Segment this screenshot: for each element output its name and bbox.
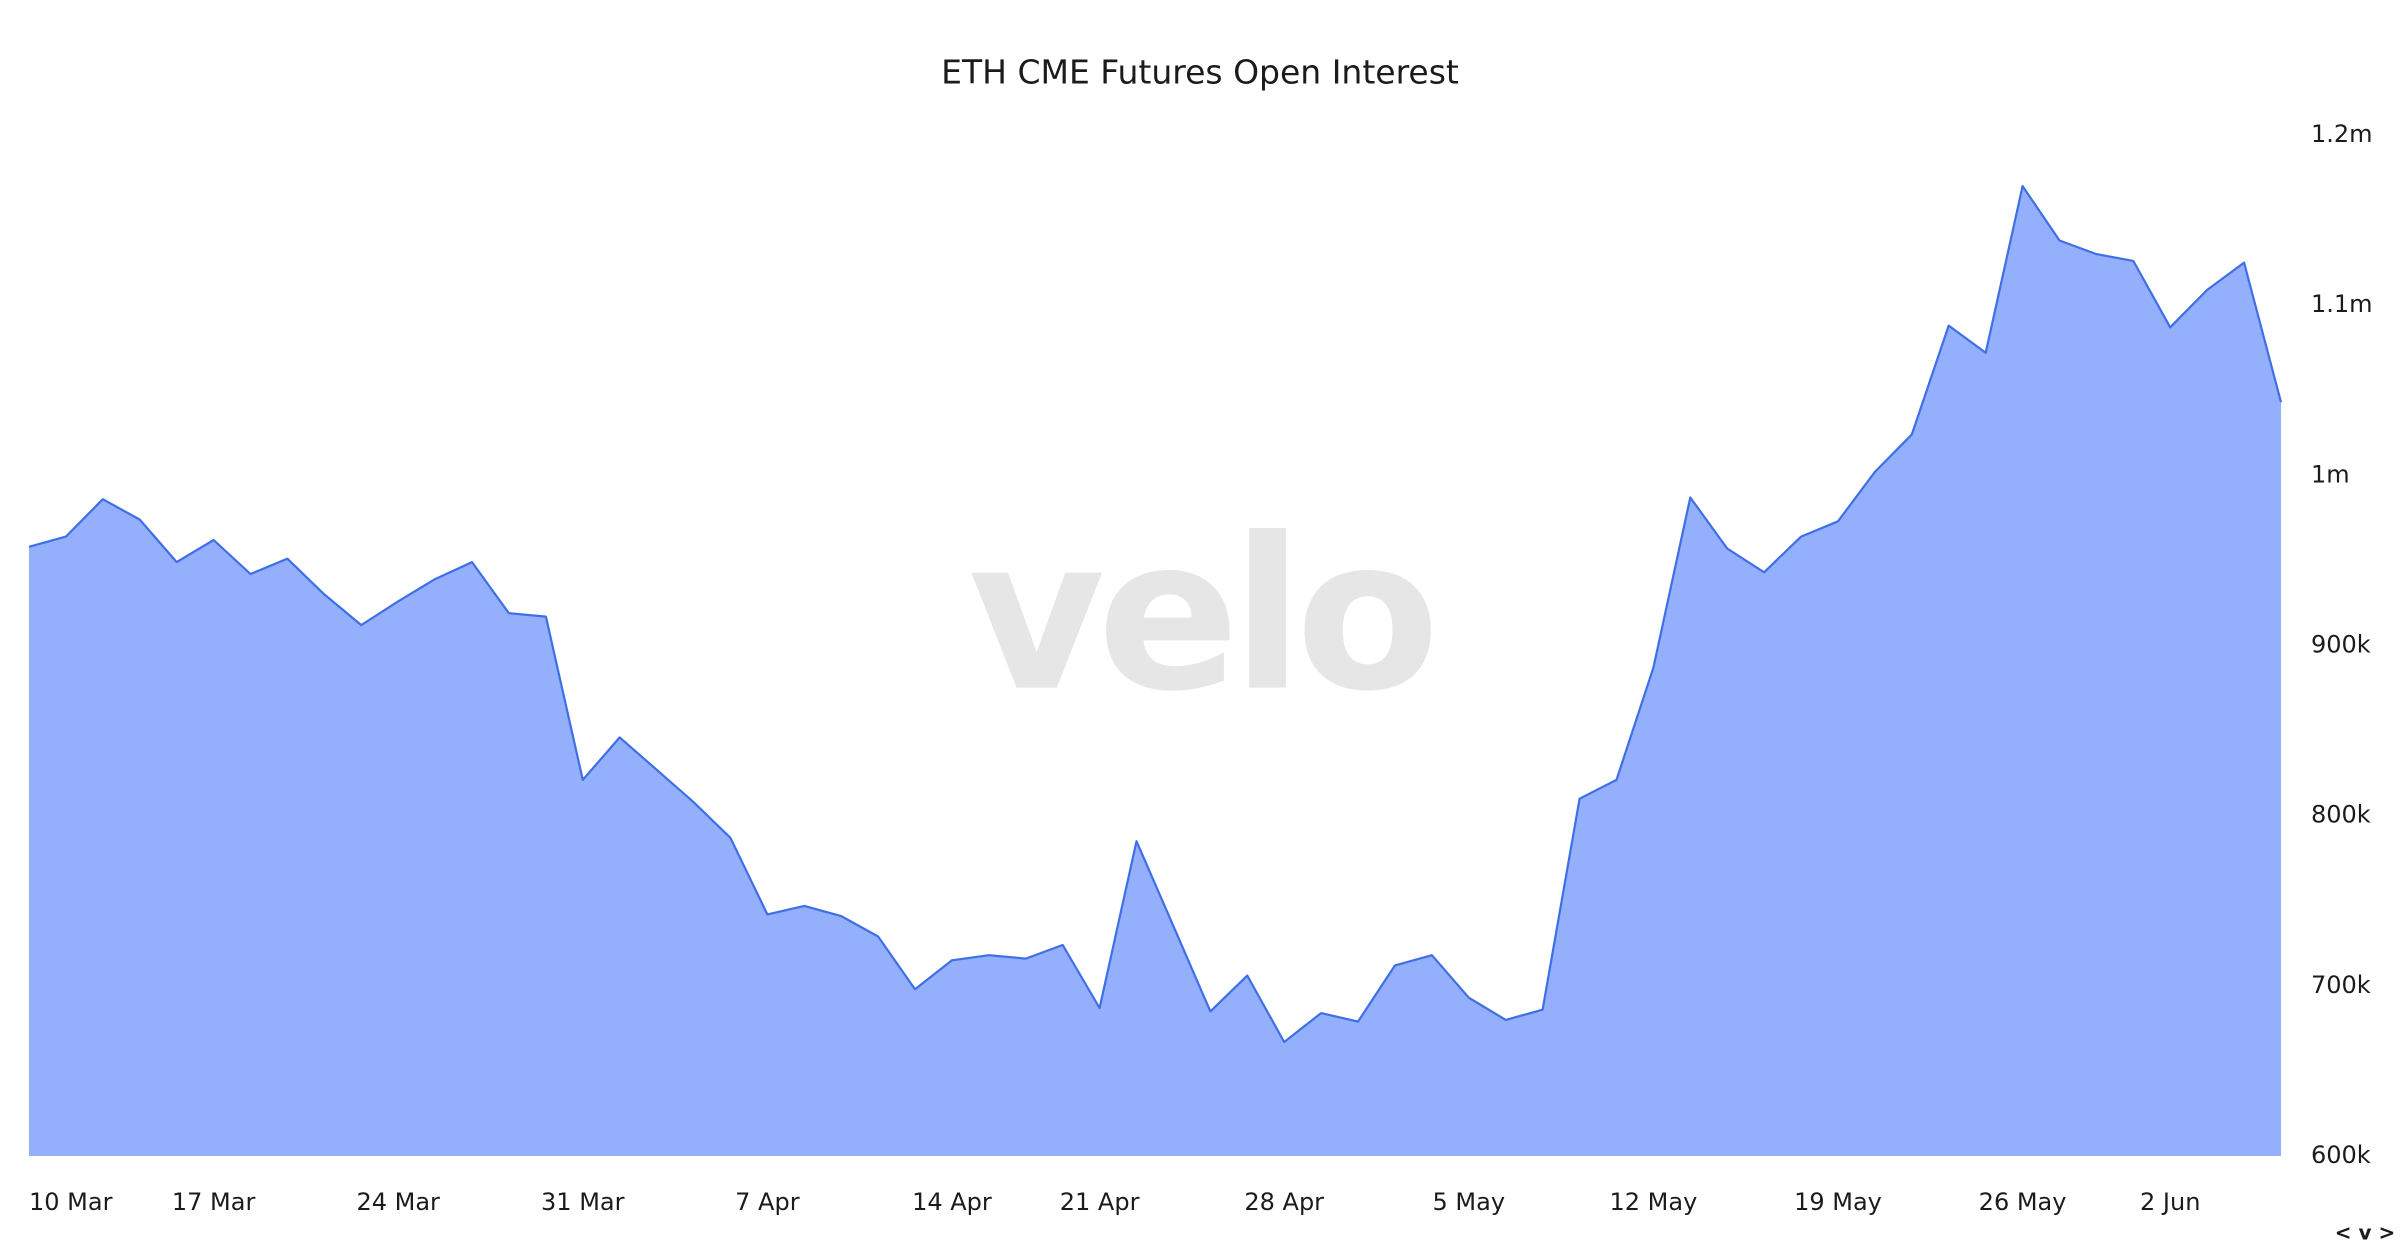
toolbar-toggle[interactable]: < v > bbox=[2335, 1221, 2395, 1245]
x-tick-label: 28 Apr bbox=[1244, 1188, 1324, 1216]
x-tick-label: 26 May bbox=[1979, 1188, 2067, 1216]
x-tick-label: 21 Apr bbox=[1060, 1188, 1140, 1216]
y-tick-label: 900k bbox=[2311, 631, 2371, 659]
area-fill bbox=[29, 186, 2281, 1157]
watermark: velo bbox=[968, 493, 1432, 738]
x-tick-label: 17 Mar bbox=[172, 1188, 256, 1216]
x-tick-label: 24 Mar bbox=[356, 1188, 440, 1216]
y-tick-label: 1m bbox=[2311, 460, 2350, 488]
chart-title: ETH CME Futures Open Interest bbox=[941, 53, 1459, 92]
y-tick-label: 600k bbox=[2311, 1141, 2371, 1169]
y-tick-label: 800k bbox=[2311, 801, 2371, 829]
x-tick-label: 19 May bbox=[1794, 1188, 1882, 1216]
plot-area bbox=[28, 185, 2283, 1157]
y-tick-label: 1.1m bbox=[2311, 290, 2373, 318]
x-tick-label: 31 Mar bbox=[541, 1188, 625, 1216]
x-tick-label: 2 Jun bbox=[2140, 1188, 2200, 1216]
x-tick-label: 14 Apr bbox=[912, 1188, 992, 1216]
area-line bbox=[28, 185, 2283, 1044]
x-tick-label: 10 Mar bbox=[29, 1188, 113, 1216]
x-tick-label: 12 May bbox=[1609, 1188, 1697, 1216]
x-tick-label: 7 Apr bbox=[735, 1188, 800, 1216]
y-tick-label: 1.2m bbox=[2311, 120, 2373, 148]
y-tick-label: 700k bbox=[2311, 971, 2371, 999]
x-tick-label: 5 May bbox=[1433, 1188, 1506, 1216]
